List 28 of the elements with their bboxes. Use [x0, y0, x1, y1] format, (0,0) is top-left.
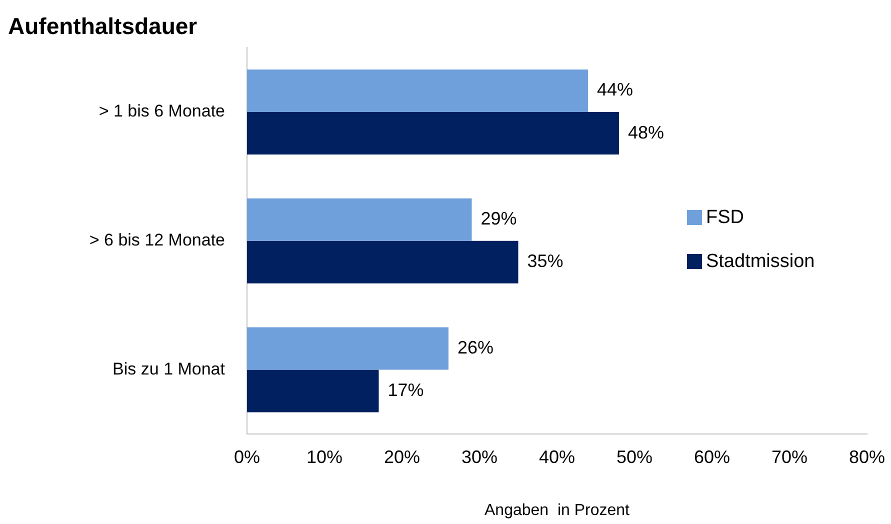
data-label: 48%	[628, 122, 664, 142]
bar	[247, 370, 379, 412]
data-label: 26%	[457, 337, 494, 358]
data-label: 35%	[527, 251, 564, 272]
bar	[247, 240, 518, 284]
bar	[247, 112, 619, 155]
legend-label: Stadtmission	[706, 250, 815, 273]
x-tick-label: 80%	[848, 446, 885, 467]
y-tick-label: > 1 bis 6 Monate	[98, 102, 225, 121]
x-tick-label: 20%	[384, 446, 420, 467]
x-tick-label: 30%	[461, 446, 498, 467]
data-label: 17%	[388, 380, 424, 400]
legend-label: FSD	[706, 206, 744, 229]
x-tick-label: 50%	[616, 446, 653, 467]
bar	[247, 327, 448, 370]
bar	[247, 70, 588, 112]
data-label: 29%	[480, 208, 517, 229]
x-tick-label: 40%	[538, 446, 576, 467]
data-label: 44%	[596, 80, 634, 100]
x-axis-title: Angaben in Prozent	[484, 502, 630, 519]
x-tick-label: 0%	[234, 446, 260, 467]
y-tick-label: > 6 bis 12 Monate	[89, 230, 225, 250]
bar	[247, 198, 472, 241]
x-tick-label: 70%	[771, 446, 808, 467]
x-tick-label: 60%	[694, 446, 730, 467]
x-tick-label: 10%	[306, 446, 343, 467]
chart-title: Aufenthaltsdauer	[8, 13, 198, 40]
y-tick-label: Bis zu 1 Monat	[112, 359, 226, 378]
